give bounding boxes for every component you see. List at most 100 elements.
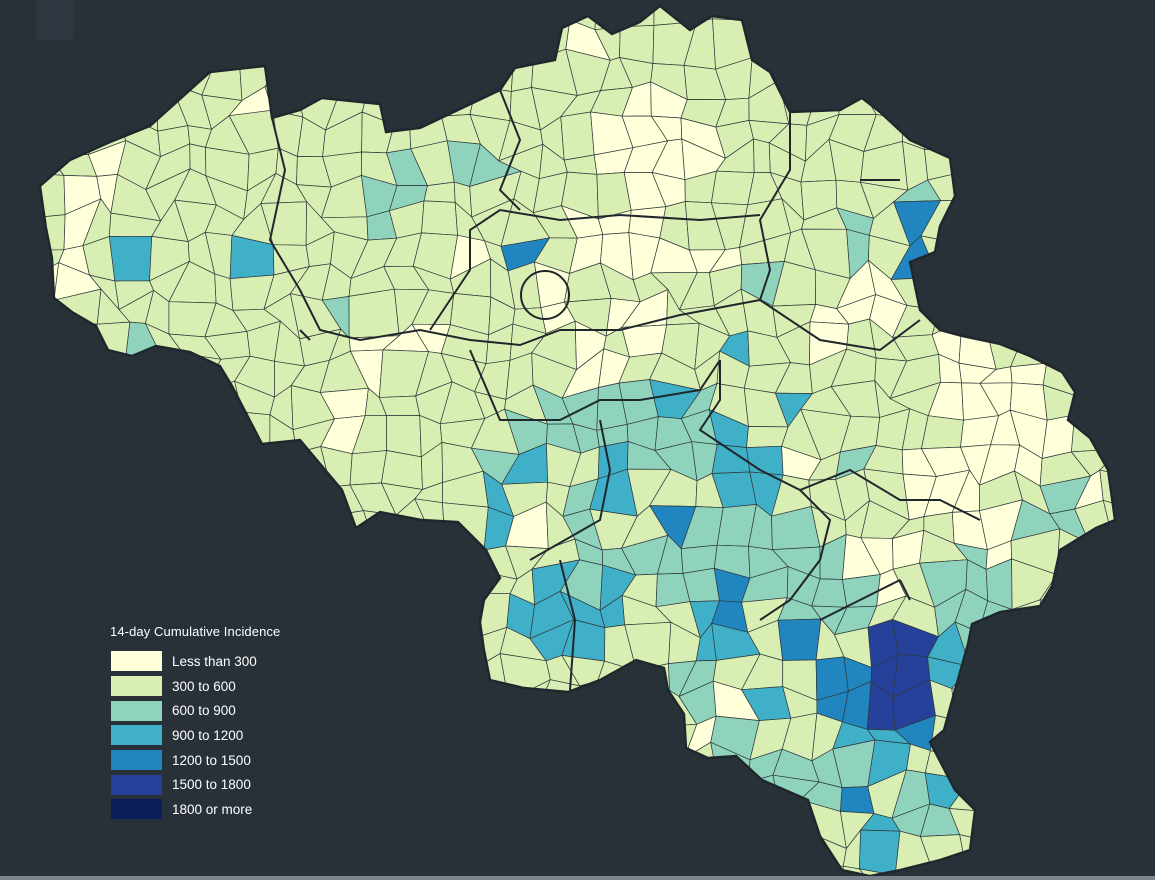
municipality: [828, 6, 875, 37]
municipality: [938, 276, 958, 311]
municipality: [510, 21, 549, 62]
municipality: [568, 742, 598, 783]
municipality: [294, 678, 332, 728]
municipality: [969, 743, 992, 781]
municipality: [1055, 239, 1075, 277]
municipality: [951, 688, 994, 730]
municipality: [145, 473, 183, 519]
municipality: [500, 784, 542, 820]
legend-swatch: [110, 798, 163, 821]
legend-title: 14-day Cumulative Incidence: [110, 624, 281, 639]
municipality: [1010, 6, 1057, 26]
municipality: [169, 408, 220, 462]
municipality: [987, 81, 1027, 125]
province-border: [559, 559, 577, 691]
municipality: [1102, 558, 1115, 601]
municipality: [987, 200, 1023, 241]
municipality: [651, 752, 702, 785]
municipality: [954, 199, 992, 244]
municipality: [928, 6, 960, 34]
municipality: [1076, 833, 1115, 876]
municipality: [1039, 171, 1084, 221]
municipality: [1104, 394, 1115, 430]
municipality: [40, 747, 56, 791]
municipality: [299, 651, 337, 703]
municipality: [170, 529, 219, 567]
municipality: [40, 470, 71, 522]
municipality: [1107, 26, 1115, 66]
municipality: [453, 666, 488, 692]
municipality: [591, 829, 630, 862]
municipality: [62, 427, 98, 445]
municipality: [411, 589, 450, 636]
municipality: [151, 530, 189, 574]
legend-label: 1500 to 1800: [172, 777, 251, 793]
municipality: [321, 652, 368, 701]
municipality: [537, 802, 579, 852]
municipality: [201, 844, 236, 871]
municipality: [978, 623, 1023, 663]
municipality: [1114, 109, 1115, 147]
municipality: [198, 565, 246, 611]
municipality: [349, 662, 386, 701]
municipality: [321, 678, 368, 731]
municipality: [264, 560, 295, 603]
municipality: [1076, 808, 1115, 851]
province-border: [268, 112, 791, 347]
municipality: [171, 594, 218, 623]
municipality: [543, 837, 571, 875]
municipality: [772, 828, 812, 876]
municipality: [40, 299, 55, 333]
province-border: [899, 579, 911, 601]
municipality: [92, 567, 128, 612]
province-border: [759, 489, 832, 621]
municipality: [1102, 545, 1115, 576]
municipality: [40, 27, 65, 71]
municipality: [442, 18, 485, 72]
municipality: [418, 753, 452, 792]
municipality: [40, 590, 65, 630]
legend-label: 1200 to 1500: [172, 752, 251, 768]
municipality: [711, 828, 758, 873]
municipality: [778, 52, 820, 87]
municipality: [112, 390, 157, 413]
municipality: [363, 698, 398, 732]
municipality: [291, 537, 324, 577]
municipality: [1106, 233, 1115, 279]
municipality: [293, 589, 341, 627]
municipality: [1073, 395, 1115, 430]
municipality: [1024, 123, 1061, 155]
municipality: [356, 829, 396, 872]
municipality: [176, 560, 219, 606]
municipality: [778, 799, 801, 849]
legend-label: 300 to 600: [172, 678, 236, 694]
municipality: [214, 468, 242, 516]
municipality: [40, 691, 69, 727]
municipality: [1109, 740, 1115, 790]
municipality: [378, 628, 422, 669]
municipality: [1016, 661, 1056, 694]
municipality: [565, 829, 593, 861]
municipality: [1072, 774, 1114, 819]
municipality: [56, 539, 97, 582]
municipality: [261, 447, 303, 483]
municipality: [393, 752, 430, 791]
legend-label: Less than 300: [172, 653, 257, 669]
municipality: [1027, 749, 1053, 792]
municipality: [1109, 708, 1115, 754]
municipality: [537, 742, 577, 788]
municipality: [684, 800, 724, 836]
municipality: [40, 115, 59, 157]
municipality: [50, 780, 92, 806]
municipality: [1099, 812, 1115, 852]
municipality: [92, 539, 129, 582]
municipality: [321, 809, 368, 852]
municipality: [58, 6, 86, 41]
municipality: [393, 712, 420, 755]
municipality: [954, 239, 992, 277]
municipality: [117, 499, 155, 541]
municipality: [1111, 80, 1115, 116]
municipality: [448, 51, 485, 93]
municipality: [330, 726, 365, 755]
province-border: [819, 579, 901, 621]
